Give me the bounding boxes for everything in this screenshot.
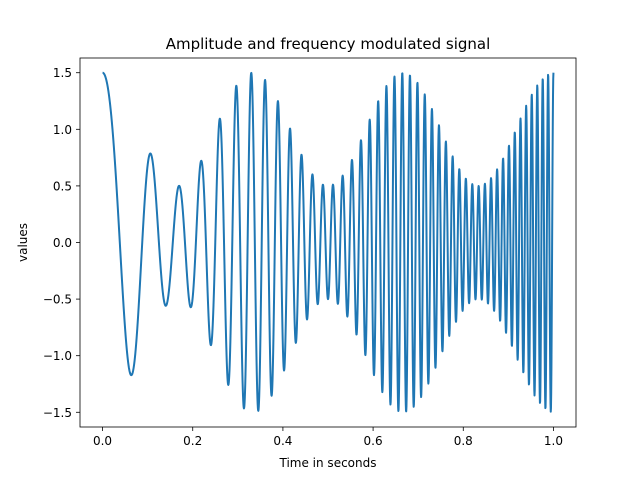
y-axis-label: values	[16, 223, 30, 262]
x-tick-label: 0.6	[364, 434, 383, 448]
y-tick-label: 1.5	[53, 66, 72, 80]
y-tick-label: −0.5	[43, 293, 72, 307]
y-axis: −1.5 −1.0 −0.5 0.0 0.5 1.0 1.5	[43, 66, 80, 420]
x-tick-label: 0.2	[183, 434, 202, 448]
y-tick-label: 1.0	[53, 123, 72, 137]
x-tick-label: 0.8	[454, 434, 473, 448]
x-axis-label: Time in seconds	[279, 456, 377, 470]
plot-area	[101, 71, 555, 413]
y-tick-label: 0.5	[53, 179, 72, 193]
x-tick-label: 1.0	[544, 434, 563, 448]
axes-frame	[79, 57, 577, 428]
y-tick-label: 0.0	[53, 236, 72, 250]
series-line-signal	[101, 71, 555, 413]
x-axis: 0.0 0.2 0.4 0.6 0.8 1.0	[93, 427, 563, 448]
y-tick-label: −1.0	[43, 349, 72, 363]
x-tick-label: 0.4	[273, 434, 292, 448]
chart-title: Amplitude and frequency modulated signal	[166, 35, 491, 53]
y-tick-label: −1.5	[43, 406, 72, 420]
x-tick-label: 0.0	[93, 434, 112, 448]
